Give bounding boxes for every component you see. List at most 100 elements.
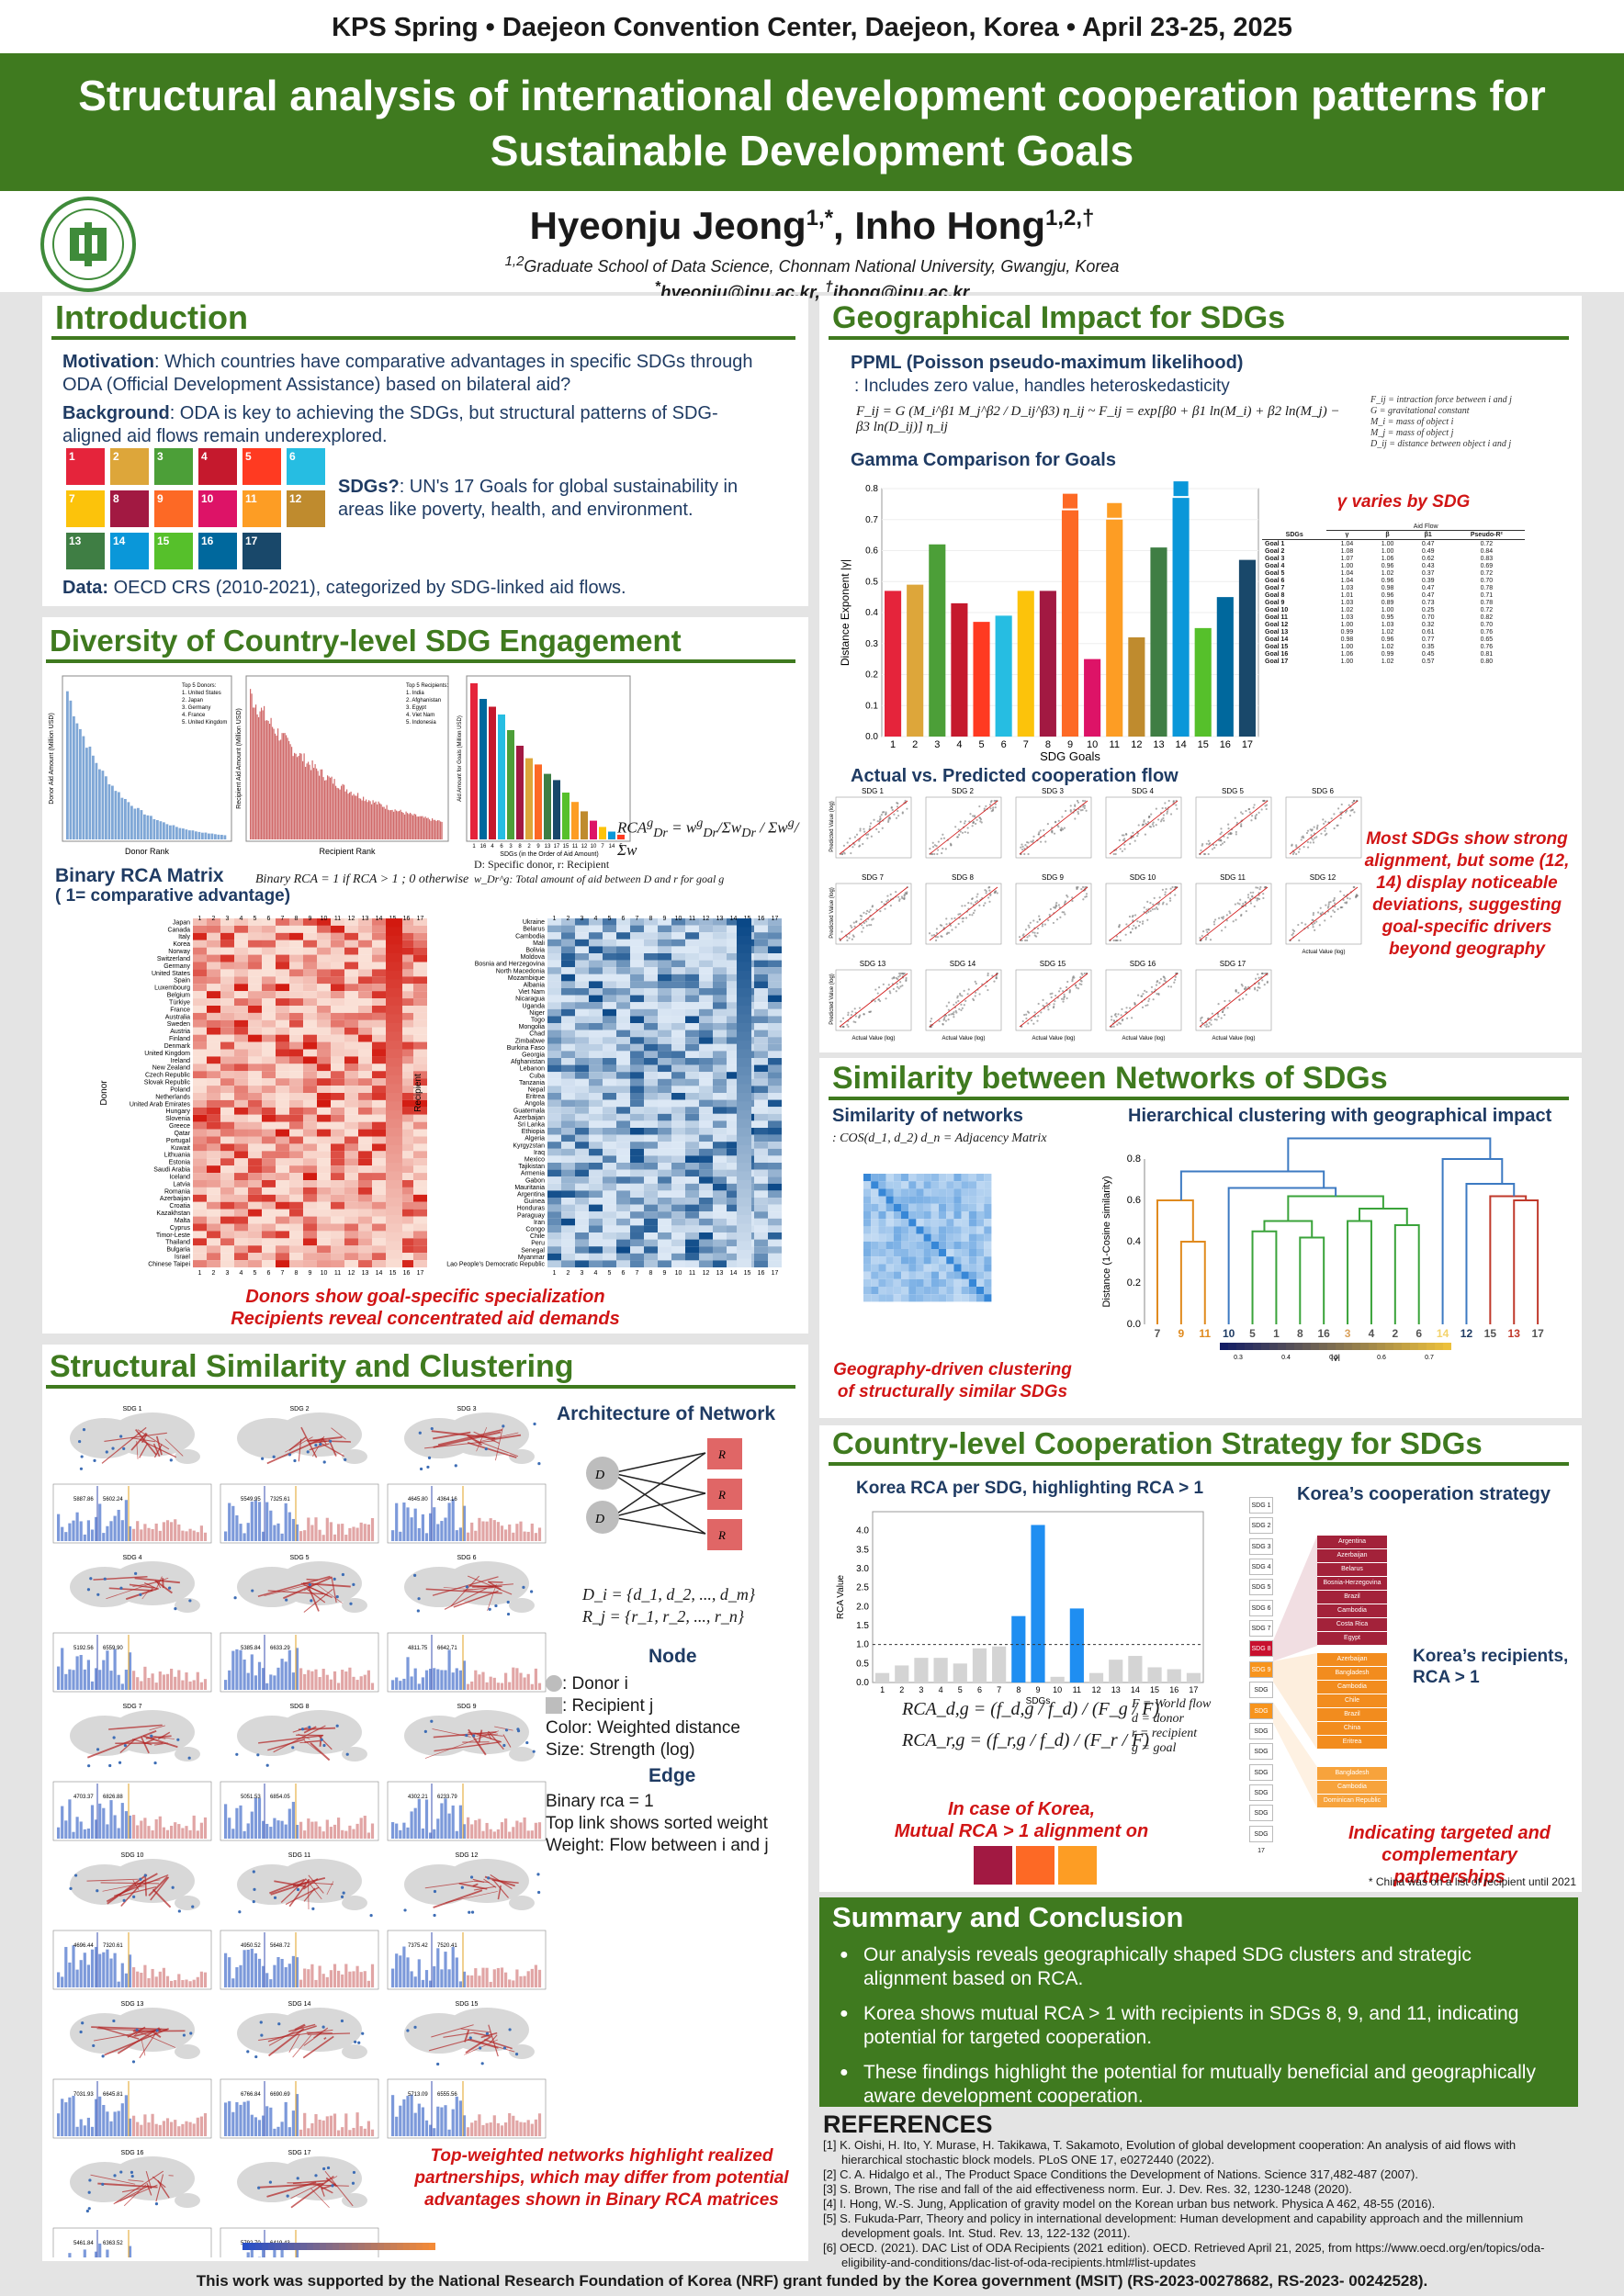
scatter-point [930,934,933,937]
heatmap-cell [207,1223,220,1232]
heatmap-cell [768,932,782,940]
recipient-bar [401,812,403,839]
donor-colorbar-step [386,1154,402,1163]
histogram-bar [391,1530,395,1541]
heatmap-cell [248,1107,262,1115]
scatter-point [972,815,975,817]
histogram-bar [235,1515,239,1541]
table-row: Goal 12 1.00 1.03 0.32 0.70 [1262,621,1525,628]
scatter-point [1345,811,1348,814]
heatmap-cell [754,1078,768,1086]
heatmap-cell [207,1260,220,1267]
network-edge [149,1725,165,1731]
sdg-amount-bar [544,773,551,839]
heatmap-cell [400,1019,413,1028]
scatter-title: SDG 1 [862,787,885,795]
network-panel-title: SDG 1 [122,1406,141,1412]
heatmap-cell [575,1093,589,1100]
scatter-point [859,827,862,830]
heatmap-cell [358,1049,372,1057]
recipient-bar [327,775,329,839]
heatmap-cell [713,1169,727,1177]
network-node [96,1593,100,1596]
histogram-label-left: 5051.53 [241,1795,261,1800]
histogram-bar [329,1827,333,1839]
heatmap-cell [768,1134,782,1142]
gamma-bar [1084,658,1101,737]
donor-colorbar-step [386,996,402,1006]
histogram-bar [402,2099,406,2136]
heatmap-cell [603,1204,616,1212]
heatmap-bottom-tick: 5 [254,1270,257,1277]
heatmap-cell [317,1027,331,1035]
histogram-bar [447,1813,451,1839]
heatmap-cell [317,1245,331,1254]
network-edge [144,1874,147,1896]
scatter-point [1176,807,1179,810]
network-colorbar-step [288,2243,294,2250]
heatmap-cell [400,962,413,970]
heatmap-cell [616,1086,630,1093]
heatmap-cell [220,1165,234,1174]
recipient-bar [286,735,288,839]
scatter-point [1215,844,1218,847]
heatmap-cell [248,991,262,999]
scatter-point [1246,896,1250,899]
heatmap-cell [727,953,740,961]
heatmap-cell [589,1169,603,1177]
scatter-point [1143,910,1145,914]
network-node [306,1450,310,1454]
heatmap-top-tick: 2 [567,916,570,922]
histogram-bar [299,2129,303,2136]
sdg-icon-12: 12 [287,490,325,527]
donor-legend-item: 4. France [182,713,206,718]
scatter-point [879,910,882,913]
histogram-bar [444,2105,447,2136]
scatter-title: SDG 9 [1042,873,1065,882]
histogram-bar [124,1500,128,1541]
scatter-xlabel: Actual Value (log) [1032,1036,1076,1041]
histogram-bar [165,2118,170,2136]
heatmap-cell [699,974,713,982]
histogram-bar [424,1970,429,1987]
heatmap-row-label: Mauritania [514,1185,545,1191]
table-cell: 0.65 [1480,636,1494,643]
donor-bar [195,831,197,839]
scatter-point [1227,833,1230,836]
heatmap-cell [344,1129,358,1137]
heatmap-cell [372,1253,386,1261]
heatmap-cell [547,953,561,961]
world-map-blob [175,1747,200,1761]
ppml-title: PPML (Poisson pseudo-maximum likelihood) [851,353,1244,373]
heatmap-cell [207,1231,220,1239]
heatmap-cell [289,1223,303,1232]
heatmap-cell [713,1128,727,1135]
scatter-point [1227,823,1230,826]
histogram-bar [242,1830,246,1839]
heatmap-cell [193,1151,207,1159]
scatter-point [1319,906,1322,909]
network-node [246,2050,250,2054]
heatmap-cell [589,1072,603,1079]
heatmap-cell [630,1211,644,1219]
heatmap-cell [603,1058,616,1065]
scatter-point [1137,994,1140,996]
heatmap-cell [193,1173,207,1180]
network-edge [502,1734,512,1748]
heatmap-cell [372,976,386,985]
scatter-point [954,1001,958,1004]
heatmap-cell [713,1023,727,1030]
network-node [123,1743,127,1748]
scatter-point [1214,918,1217,921]
heatmap-cell [561,1204,575,1212]
histogram-label-left: 4811.75 [408,1646,428,1651]
heatmap-cell [276,1209,289,1217]
heatmap-cell [713,1016,727,1023]
histogram-bar [61,2099,64,2136]
scatter-point [1250,815,1254,817]
scatter-point [1221,842,1224,845]
heatmap-cell [616,1211,630,1219]
scatter-point [1169,887,1172,890]
